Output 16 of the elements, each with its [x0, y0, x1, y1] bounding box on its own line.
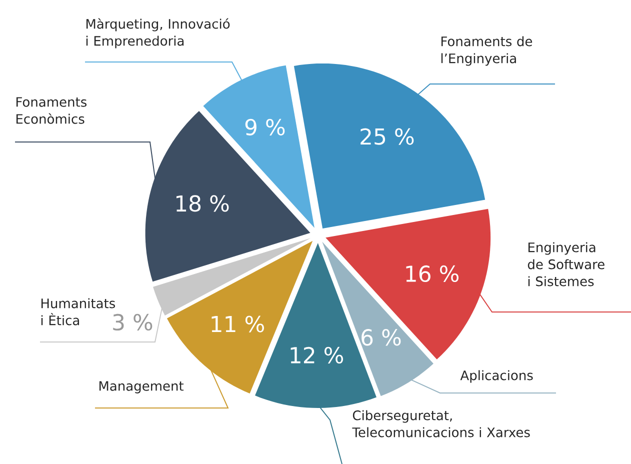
slice-label: Humanitats i Ètica	[41, 298, 115, 326]
data-label: 9 %	[245, 118, 285, 136]
data-label: 3 %	[113, 314, 152, 331]
data-label: 11 %	[212, 316, 264, 332]
slice-label: Enginyeria de Software i Sistemes	[528, 242, 604, 286]
slice-label: Màrqueting, Innovació i Emprenedoria	[86, 18, 230, 48]
data-label: 12 %	[290, 346, 344, 364]
data-label: 16 %	[406, 265, 459, 282]
slice-label: Fonaments Econòmics	[16, 97, 87, 124]
data-label: 25 %	[360, 128, 414, 145]
slice-label: Fonaments de l’Enginyeria	[441, 36, 532, 66]
slice-label: Management	[99, 381, 184, 394]
slice-label: Ciberseguretat, Telecomunicacions i Xarxes	[352, 410, 530, 438]
data-label: 18 %	[176, 195, 229, 212]
slice-label: Aplicacions	[460, 370, 533, 383]
data-label: 6 %	[362, 329, 401, 346]
